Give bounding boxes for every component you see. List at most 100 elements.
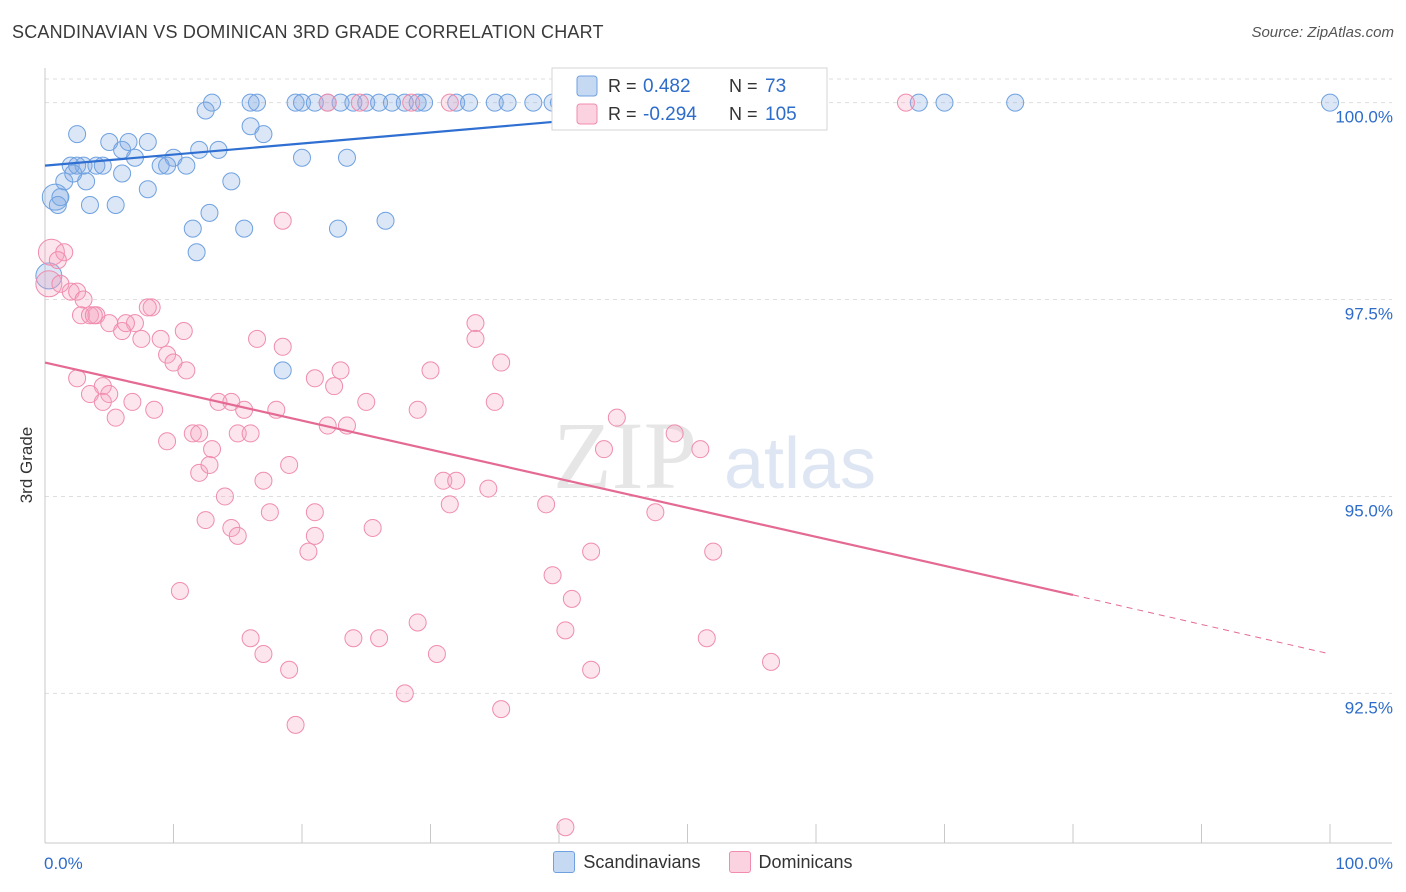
scandinavians-point: [408, 93, 427, 112]
y-axis-label: 3rd Grade: [17, 426, 36, 504]
dominicans-point: [762, 652, 781, 671]
dominicans-point: [158, 432, 177, 451]
scandinavians-point: [935, 93, 954, 112]
scandinavians-point: [138, 180, 157, 199]
dominicans-point: [370, 629, 389, 648]
dominicans-point: [556, 621, 575, 640]
stats-legend-box: [551, 67, 828, 131]
dominicans-point: [183, 424, 202, 443]
x-tick-label-min: 0.0%: [44, 854, 83, 873]
series-legend: Scandinavians Dominicans: [0, 851, 1406, 873]
chart-title: SCANDINAVIAN VS DOMINICAN 3RD GRADE CORR…: [12, 22, 604, 42]
dominicans-point: [280, 455, 299, 474]
dominicans-point: [537, 495, 556, 514]
legend-label-scandinavians: Scandinavians: [583, 851, 701, 872]
dominicans-point: [440, 495, 459, 514]
dominicans-trend-line: [44, 361, 1074, 596]
dominicans-point: [485, 392, 504, 411]
dominicans-point: [123, 392, 142, 411]
scandinavians-point: [113, 164, 132, 183]
scandinavians-legend-swatch: [576, 75, 598, 97]
dominicans-point: [170, 581, 189, 600]
tick-labels: 92.5% 95.0% 97.5% 100.0% 0.0% 100.0%: [44, 108, 1393, 873]
scandinavians-point: [460, 93, 479, 112]
scandinavians-point: [344, 93, 363, 112]
scandinavians-point: [80, 196, 99, 215]
scandinavians-point: [158, 156, 177, 175]
dominicans-point: [691, 440, 710, 459]
x-tick-label-max: 100.0%: [1335, 854, 1393, 873]
dominicans-point: [305, 369, 324, 388]
dominicans-point: [145, 400, 164, 419]
dominicans-point: [273, 337, 292, 356]
n-label: N =: [729, 104, 758, 124]
scandinavians-point: [415, 93, 434, 112]
legend-item-scandinavians[interactable]: Scandinavians: [553, 851, 701, 873]
dominicans-point: [116, 314, 135, 333]
dominicans-point: [241, 424, 260, 443]
dominicans-point: [427, 644, 446, 663]
scandinavians-point: [235, 219, 254, 238]
dominicans-point: [331, 361, 350, 380]
axes: [44, 68, 1392, 844]
watermark-atlas: atlas: [724, 424, 876, 504]
scandinavians-point: [328, 219, 347, 238]
dominicans-point: [280, 660, 299, 679]
dominicans-point: [447, 471, 466, 490]
dominicans-point: [440, 93, 459, 112]
scandinavians-point: [68, 156, 87, 175]
dominicans-point: [228, 424, 247, 443]
scandinavians-point: [273, 361, 292, 380]
dominicans-point: [177, 361, 196, 380]
dominicans-legend-swatch: [576, 103, 598, 125]
dominicans-point: [138, 298, 157, 317]
scandinavians-point: [222, 172, 241, 191]
gridlines: [45, 78, 1392, 694]
dominicans-point: [479, 479, 498, 498]
dominicans-point: [305, 526, 324, 545]
dominicans-point: [254, 471, 273, 490]
y-tick-label: 100.0%: [1335, 108, 1393, 127]
scandinavians-point: [177, 156, 196, 175]
dominicans-point: [203, 440, 222, 459]
scandinavians-point: [485, 93, 504, 112]
scandinavians-point: [200, 203, 219, 222]
scandinavians-point: [382, 93, 401, 112]
dominicans-point: [305, 503, 324, 522]
dominicans-point: [174, 322, 193, 341]
dominicans-point: [48, 251, 67, 270]
scandinavians-point: [498, 93, 517, 112]
dominicans-point: [492, 353, 511, 372]
dominicans-point: [248, 329, 267, 348]
scandinavians-point: [254, 125, 273, 144]
scandinavians-point: [524, 93, 543, 112]
dominicans-point: [543, 566, 562, 585]
legend-item-dominicans[interactable]: Dominicans: [728, 851, 853, 873]
scandinavians-point: [331, 93, 350, 112]
dominicans-point: [408, 613, 427, 632]
data-points: [35, 93, 1339, 837]
dominicans-point: [273, 211, 292, 230]
dominicans-swatch: [728, 851, 751, 873]
trend-lines: [44, 107, 1331, 655]
scandinavians-point: [106, 196, 125, 215]
y-tick-label: 95.0%: [1345, 501, 1393, 520]
scandinavians-point: [187, 243, 206, 262]
dominicans-point: [408, 400, 427, 419]
dominicans-point: [286, 715, 305, 734]
y-tick-label: 97.5%: [1345, 305, 1393, 324]
dominicans-point: [421, 361, 440, 380]
dominicans-point: [665, 424, 684, 443]
n-label: N =: [729, 76, 758, 96]
dominicans-point: [896, 93, 915, 112]
scandinavians-point: [909, 93, 928, 112]
dominicans-point: [299, 542, 318, 561]
dominicans-point: [190, 424, 209, 443]
r-label: R =: [608, 76, 637, 96]
scandinavians-point: [248, 93, 267, 112]
dominicans-point: [582, 542, 601, 561]
dominicans-point: [466, 329, 485, 348]
dominicans-point: [466, 314, 485, 333]
dominicans-point: [492, 700, 511, 719]
scandinavians-point: [447, 93, 466, 112]
